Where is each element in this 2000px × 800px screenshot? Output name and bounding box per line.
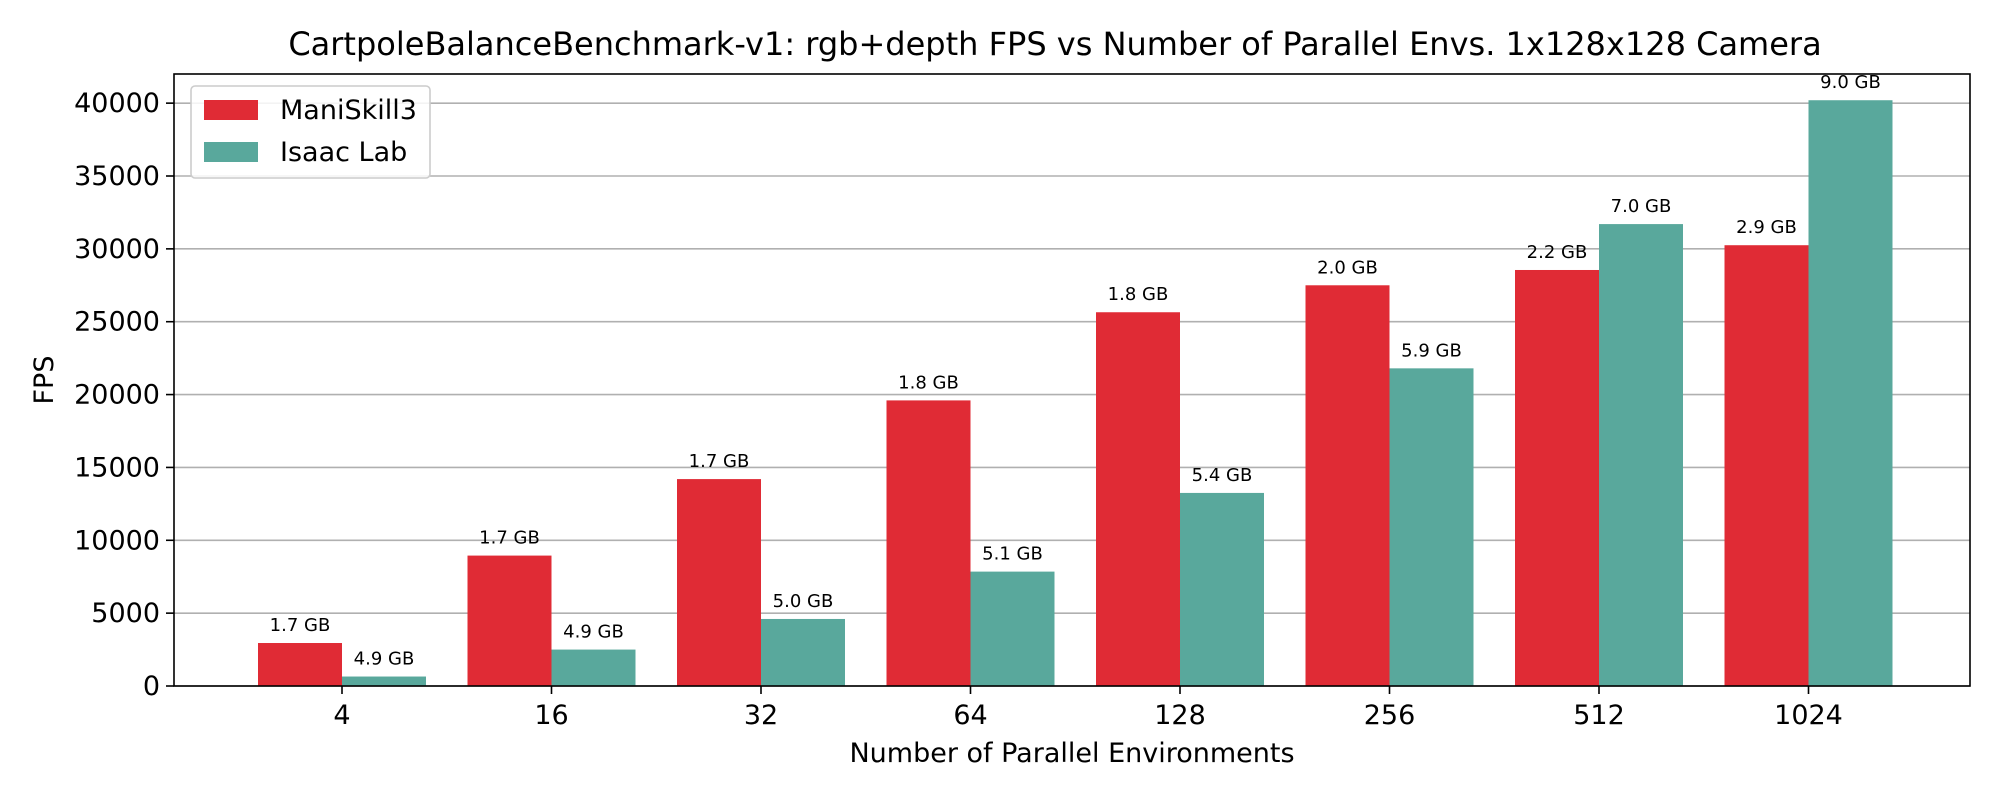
bar-maniskill3 (1515, 269, 1599, 686)
bar-maniskill3 (258, 643, 342, 686)
bar-label-isaac-lab: 5.4 GB (1192, 465, 1253, 486)
y-tick-label: 5000 (91, 598, 160, 629)
bar-label-maniskill3: 1.7 GB (270, 615, 331, 636)
bar-label-isaac-lab: 7.0 GB (1611, 196, 1672, 217)
legend-label-maniskill3: ManiSkill3 (280, 95, 417, 126)
x-axis-label: Number of Parallel Environments (849, 738, 1294, 769)
bar-label-maniskill3: 1.8 GB (898, 372, 959, 393)
bar-isaac-lab (1808, 100, 1893, 686)
x-tick-label: 256 (1364, 700, 1416, 731)
bar-label-maniskill3: 1.7 GB (689, 451, 750, 472)
x-tick-label: 512 (1573, 700, 1625, 731)
bar-isaac-lab (1599, 224, 1683, 687)
plot-frame (173, 73, 1971, 687)
bar-maniskill3 (677, 479, 761, 686)
legend-swatch-isaac-lab (204, 142, 258, 162)
bars (258, 100, 1893, 687)
bar-isaac-lab (1389, 368, 1474, 686)
bar-label-maniskill3: 1.8 GB (1108, 284, 1169, 305)
y-tick-label: 30000 (74, 234, 160, 265)
y-tick-label: 10000 (74, 525, 160, 556)
chart-title: CartpoleBalanceBenchmark-v1: rgb+depth F… (288, 25, 1821, 63)
y-tick-label: 0 (143, 671, 160, 702)
y-tick-label: 15000 (74, 452, 160, 483)
bar-label-maniskill3: 2.9 GB (1736, 217, 1797, 238)
bar-label-isaac-lab: 4.9 GB (354, 649, 415, 670)
bar-label-isaac-lab: 4.9 GB (563, 622, 624, 643)
x-tick-label: 4 (333, 700, 350, 731)
x-tick-label: 64 (953, 700, 987, 731)
legend: ManiSkill3 Isaac Lab (190, 85, 431, 179)
bar-isaac-lab (761, 618, 845, 686)
grid-lines (174, 102, 1970, 687)
x-tick-label: 16 (534, 700, 568, 731)
bar-label-maniskill3: 1.7 GB (479, 528, 540, 549)
bar-isaac-lab (970, 571, 1055, 686)
y-tick-label: 20000 (74, 380, 160, 411)
bar-label-isaac-lab: 5.0 GB (773, 591, 834, 612)
bar-label-isaac-lab: 9.0 GB (1820, 72, 1881, 93)
bar-isaac-lab (1180, 492, 1264, 686)
bar-maniskill3 (1724, 245, 1809, 686)
bar-isaac-lab (551, 649, 636, 686)
bar-data-labels: 1.7 GB 4.9 GB 1.7 GB 4.9 GB 1.7 GB 5.0 GB 1.8 … (270, 72, 1881, 669)
bar-label-isaac-lab: 5.9 GB (1401, 340, 1462, 361)
bar-maniskill3 (886, 400, 971, 686)
y-tick-label: 40000 (74, 88, 160, 119)
y-axis-label: FPS (29, 356, 60, 405)
y-tick-label: 25000 (74, 307, 160, 338)
bar-isaac-lab (342, 676, 426, 686)
bar-label-maniskill3: 2.0 GB (1317, 257, 1378, 278)
y-tick-label: 35000 (74, 161, 160, 192)
legend-swatch-maniskill3 (204, 100, 258, 120)
bar-label-isaac-lab: 5.1 GB (982, 544, 1043, 565)
bar-label-maniskill3: 2.2 GB (1527, 242, 1588, 263)
bar-maniskill3 (1096, 312, 1180, 686)
x-tick-label: 32 (744, 700, 778, 731)
x-tick-label: 128 (1154, 700, 1206, 731)
bar-maniskill3 (467, 555, 552, 686)
x-tick-label: 1024 (1774, 700, 1843, 731)
legend-label-isaac-lab: Isaac Lab (280, 137, 407, 168)
axes: 0 5000 10000 15000 20000 25000 30000 35000 40000… (74, 88, 1843, 731)
bar-maniskill3 (1305, 285, 1390, 686)
